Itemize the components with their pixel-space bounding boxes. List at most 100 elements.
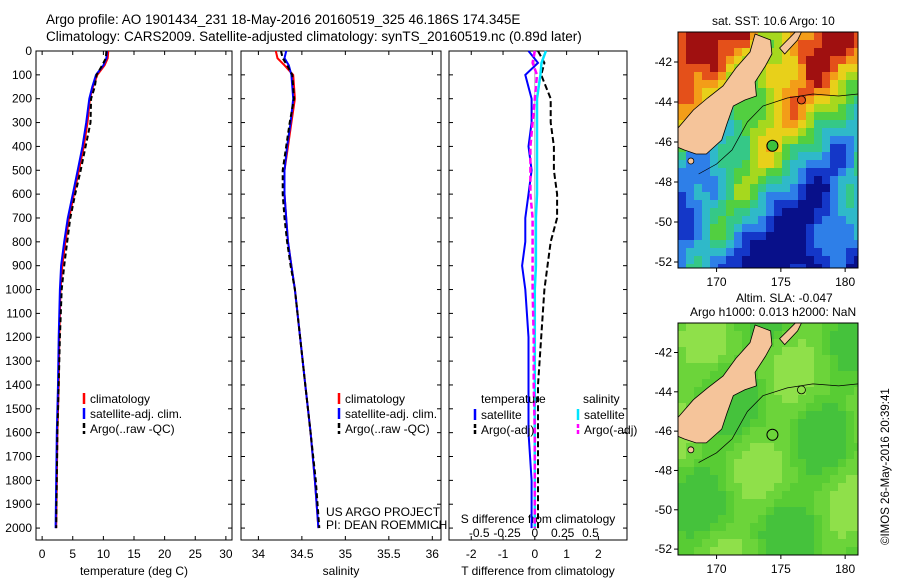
field-cell <box>806 451 815 460</box>
field-cell <box>702 192 711 201</box>
field-cell <box>726 200 735 209</box>
field-cell <box>830 224 839 233</box>
field-cell <box>702 371 711 380</box>
legend-t-argo-label: Argo(-adj) <box>481 423 534 437</box>
y-tick-label: 1000 <box>5 283 32 297</box>
field-cell <box>846 435 855 444</box>
field-cell <box>822 208 831 217</box>
field-cell <box>814 104 823 113</box>
field-cell <box>790 216 799 225</box>
field-cell <box>710 144 719 153</box>
field-cell <box>758 371 767 380</box>
field-cell <box>830 483 839 492</box>
field-cell <box>702 339 711 348</box>
header-line-1: Argo profile: AO 1901434_231 18-May-2016… <box>46 12 521 27</box>
field-cell <box>790 80 799 89</box>
field-cell <box>782 403 791 412</box>
field-cell <box>814 459 823 468</box>
field-cell <box>774 208 783 217</box>
field-cell <box>814 371 823 380</box>
field-cell <box>838 264 847 268</box>
field-cell <box>766 216 775 225</box>
field-cell <box>838 523 847 532</box>
field-cell <box>830 256 839 265</box>
field-cell <box>678 403 687 412</box>
field-cell <box>798 387 807 396</box>
field-cell <box>846 104 855 113</box>
field-cell <box>710 483 719 492</box>
field-cell <box>782 104 791 113</box>
field-cell <box>830 459 839 468</box>
field-cell <box>726 112 735 121</box>
field-cell <box>750 256 759 265</box>
field-cell <box>782 240 791 249</box>
field-cell <box>854 331 858 340</box>
field-cell <box>678 531 687 540</box>
field-cell <box>702 443 711 452</box>
field-cell <box>694 224 703 233</box>
field-cell <box>846 387 855 396</box>
field-cell <box>694 491 703 500</box>
field-cell <box>726 523 735 532</box>
field-cell <box>758 160 767 169</box>
field-cell <box>750 264 759 268</box>
field-cell <box>846 443 855 452</box>
field-cell <box>822 96 831 105</box>
panel-frame <box>240 50 442 541</box>
field-cell <box>822 144 831 153</box>
field-cell <box>710 264 719 268</box>
field-cell <box>846 467 855 476</box>
field-cell <box>750 176 759 185</box>
field-cell <box>710 232 719 241</box>
field-cell <box>790 208 799 217</box>
field-cell <box>854 419 858 428</box>
field-cell <box>774 379 783 388</box>
field-cell <box>774 395 783 404</box>
field-cell <box>774 483 783 492</box>
field-cell <box>846 523 855 532</box>
field-cell <box>774 459 783 468</box>
stewart-island <box>687 446 695 454</box>
field-cell <box>790 40 799 49</box>
field-cell <box>806 339 815 348</box>
field-cell <box>774 331 783 340</box>
field-cell <box>798 168 807 177</box>
field-cell <box>854 32 858 41</box>
legend-argo-label: Argo(..raw -QC) <box>345 422 430 436</box>
field-cell <box>814 72 823 81</box>
field-cell <box>846 208 855 217</box>
field-cell <box>734 331 743 340</box>
field-cell <box>702 176 711 185</box>
field-cell <box>678 80 687 89</box>
field-cell <box>798 104 807 113</box>
field-cell <box>678 507 687 516</box>
lat-tick-label: -46 <box>655 135 673 149</box>
field-cell <box>734 240 743 249</box>
field-cell <box>718 264 727 268</box>
field-cell <box>846 192 855 201</box>
field-cell <box>782 216 791 225</box>
field-cell <box>686 256 695 265</box>
field-cell <box>758 491 767 500</box>
field-cell <box>726 411 735 420</box>
field-cell <box>766 387 775 396</box>
field-cell <box>830 216 839 225</box>
field-cell <box>686 363 695 372</box>
field-cell <box>774 192 783 201</box>
field-cell <box>822 160 831 169</box>
field-cell <box>782 539 791 548</box>
field-cell <box>806 395 815 404</box>
field-cell <box>846 419 855 428</box>
field-cell <box>790 224 799 233</box>
field-cell <box>838 184 847 193</box>
field-cell <box>694 80 703 89</box>
field-cell <box>766 483 775 492</box>
field-cell <box>782 168 791 177</box>
field-cell <box>814 435 823 444</box>
field-cell <box>854 104 858 113</box>
field-cell <box>742 411 751 420</box>
field-cell <box>678 88 687 97</box>
field-cell <box>806 208 815 217</box>
field-cell <box>686 56 695 65</box>
field-cell <box>846 32 855 41</box>
